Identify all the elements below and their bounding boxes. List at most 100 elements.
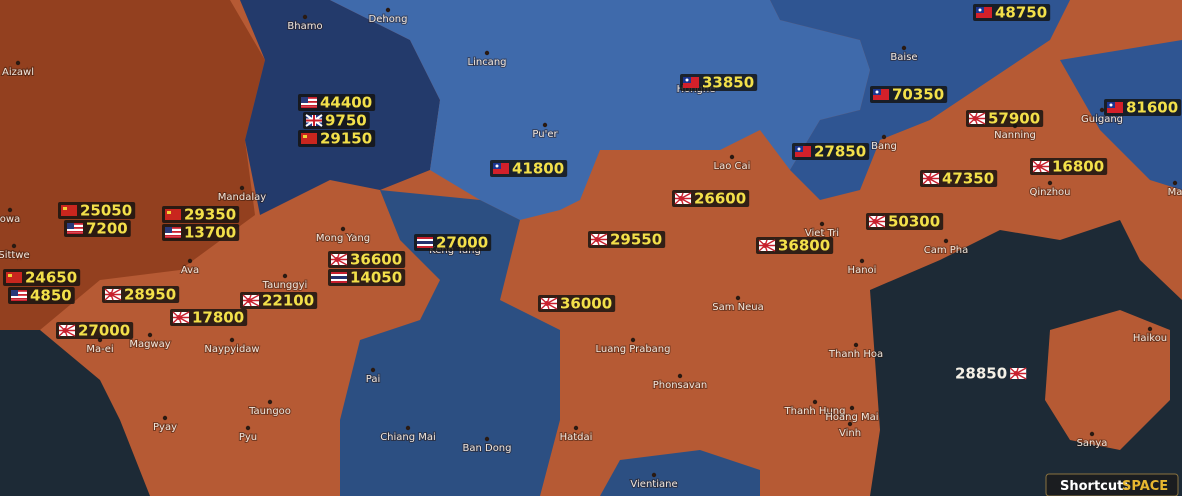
city-label: Taunggyi bbox=[262, 280, 308, 291]
city-label: Guigang bbox=[1081, 114, 1123, 125]
flag bbox=[331, 272, 347, 283]
unit-strength: 48750 bbox=[995, 4, 1047, 22]
flag-part bbox=[301, 97, 317, 99]
city-label: Luang Prabang bbox=[596, 344, 671, 355]
city-dot bbox=[542, 122, 548, 128]
city-label: Phonsavan bbox=[653, 380, 708, 391]
city-label: Bang bbox=[871, 141, 897, 152]
city-label: Viet Tri bbox=[805, 228, 839, 239]
city-label: Mandalay bbox=[218, 192, 266, 203]
city-dot bbox=[849, 405, 855, 411]
flag-part bbox=[11, 294, 27, 296]
unit-strength: 26600 bbox=[694, 190, 746, 208]
flag bbox=[330, 253, 348, 266]
unit-counter bbox=[162, 206, 240, 223]
flag-part bbox=[1009, 367, 1027, 380]
city-dot bbox=[11, 243, 17, 249]
flag-part bbox=[875, 90, 879, 94]
city-dot bbox=[901, 45, 907, 51]
flag bbox=[242, 294, 260, 307]
city-dot bbox=[239, 185, 245, 191]
flag-part bbox=[11, 290, 18, 296]
city-dot bbox=[573, 425, 579, 431]
unit-strength: 27850 bbox=[814, 143, 866, 161]
flag-part bbox=[797, 147, 801, 151]
city-label: Pai bbox=[366, 374, 381, 385]
unit-counter bbox=[414, 234, 492, 251]
flag-part bbox=[11, 298, 27, 300]
flag-part bbox=[167, 211, 171, 214]
flag-part bbox=[11, 290, 27, 292]
flag-part bbox=[762, 243, 768, 248]
city-dot bbox=[405, 425, 411, 431]
city-label: Lao Cai bbox=[714, 161, 751, 172]
flag-part bbox=[968, 112, 986, 125]
unit-counter bbox=[58, 202, 136, 219]
unit-counter bbox=[538, 295, 616, 312]
flag bbox=[868, 215, 886, 228]
flag-part bbox=[165, 235, 181, 237]
layer: BhamoDehongAizawlLincangBaiseHonghePu'er… bbox=[0, 4, 1182, 492]
flag-part bbox=[165, 227, 181, 229]
flag-part bbox=[301, 107, 317, 108]
city-dot bbox=[853, 342, 859, 348]
unit-strength: 41800 bbox=[512, 160, 564, 178]
flag bbox=[873, 89, 889, 100]
flag bbox=[165, 227, 181, 238]
city-dot bbox=[15, 60, 21, 66]
flag-part bbox=[242, 294, 260, 307]
flag bbox=[67, 223, 83, 234]
unit-strength: 81600 bbox=[1126, 99, 1178, 117]
region bbox=[330, 0, 870, 220]
city-dot bbox=[735, 295, 741, 301]
flag bbox=[493, 163, 509, 174]
unit-strength: 44400 bbox=[320, 94, 372, 112]
flag-part bbox=[495, 164, 499, 168]
unit-strength: 29550 bbox=[610, 231, 662, 249]
unit-strength: 29350 bbox=[184, 206, 236, 224]
city-label: Dehong bbox=[369, 14, 408, 25]
unit-counter bbox=[170, 309, 248, 326]
flag bbox=[758, 239, 776, 252]
city-dot bbox=[1089, 431, 1095, 437]
flag-part bbox=[330, 253, 348, 266]
flag-part bbox=[868, 215, 886, 228]
flag bbox=[795, 146, 811, 157]
unit-strength: 4850 bbox=[30, 287, 72, 305]
unit-counter bbox=[866, 213, 944, 230]
island bbox=[1045, 310, 1170, 450]
city-dot bbox=[484, 436, 490, 442]
unit-counter bbox=[328, 269, 406, 286]
flag-part bbox=[758, 239, 776, 252]
flag-part bbox=[61, 205, 77, 216]
flag bbox=[172, 311, 190, 324]
city-dot bbox=[1047, 180, 1053, 186]
city-label: Ban Dong bbox=[462, 443, 511, 454]
city-label: Hatdai bbox=[560, 432, 593, 443]
unit-strength: 25050 bbox=[80, 202, 132, 220]
unit-strength: 29150 bbox=[320, 130, 372, 148]
flag bbox=[58, 324, 76, 337]
flag-part bbox=[165, 227, 172, 233]
city-dot bbox=[859, 258, 865, 264]
unit-strength: 9750 bbox=[325, 112, 367, 130]
city-dot bbox=[881, 134, 887, 140]
city-label: Taungoo bbox=[248, 406, 291, 417]
unit-counter bbox=[672, 190, 750, 207]
unit-strength: 27000 bbox=[436, 234, 488, 252]
flag-part bbox=[165, 231, 181, 233]
unit-counter bbox=[870, 86, 948, 103]
flag-part bbox=[301, 101, 317, 103]
flag-part bbox=[11, 300, 27, 301]
flag-part bbox=[926, 176, 932, 181]
city-label: Sam Neua bbox=[712, 302, 764, 313]
city-label: Naypyidaw bbox=[204, 344, 259, 355]
city-label: Lincang bbox=[468, 57, 507, 68]
city-label: Magway bbox=[129, 339, 170, 350]
unit-counter bbox=[328, 251, 406, 268]
flag bbox=[165, 209, 181, 220]
city-dot bbox=[1172, 180, 1178, 186]
flag-part bbox=[303, 135, 307, 138]
flag-part bbox=[62, 328, 68, 333]
